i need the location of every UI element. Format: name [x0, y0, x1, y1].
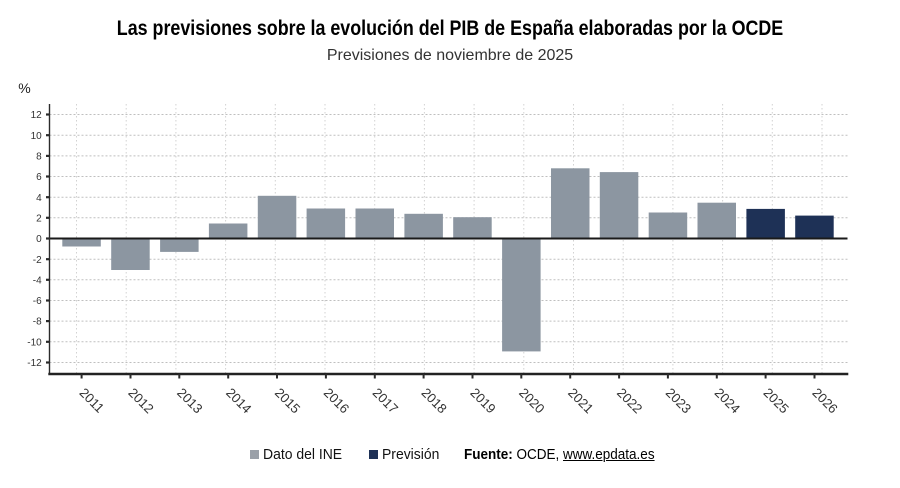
- svg-text:2014: 2014: [223, 385, 254, 416]
- svg-text:2020: 2020: [516, 385, 547, 416]
- svg-text:2025: 2025: [760, 385, 791, 416]
- svg-text:8: 8: [36, 152, 42, 163]
- svg-text:%: %: [18, 80, 30, 96]
- svg-text:-10: -10: [27, 337, 42, 348]
- svg-text:2016: 2016: [321, 385, 352, 416]
- svg-text:-4: -4: [33, 275, 42, 286]
- svg-text:2024: 2024: [712, 385, 743, 416]
- svg-text:2017: 2017: [370, 385, 401, 416]
- svg-text:2011: 2011: [76, 385, 107, 416]
- svg-text:2019: 2019: [467, 385, 498, 416]
- svg-text:-6: -6: [33, 296, 42, 307]
- svg-text:2026: 2026: [809, 385, 840, 416]
- svg-text:2015: 2015: [272, 385, 303, 416]
- svg-text:12: 12: [31, 110, 43, 121]
- svg-text:2023: 2023: [663, 385, 694, 416]
- svg-text:10: 10: [31, 131, 43, 142]
- svg-text:2013: 2013: [174, 385, 205, 416]
- svg-text:2: 2: [36, 213, 42, 224]
- svg-text:4: 4: [36, 193, 42, 204]
- svg-text:-8: -8: [33, 317, 42, 328]
- svg-text:-2: -2: [33, 255, 42, 266]
- svg-text:2022: 2022: [614, 385, 645, 416]
- svg-text:0: 0: [36, 234, 42, 245]
- svg-text:2018: 2018: [418, 385, 449, 416]
- svg-text:2021: 2021: [565, 385, 596, 416]
- svg-text:6: 6: [36, 172, 42, 183]
- svg-text:2012: 2012: [125, 385, 156, 416]
- svg-text:-12: -12: [27, 358, 42, 369]
